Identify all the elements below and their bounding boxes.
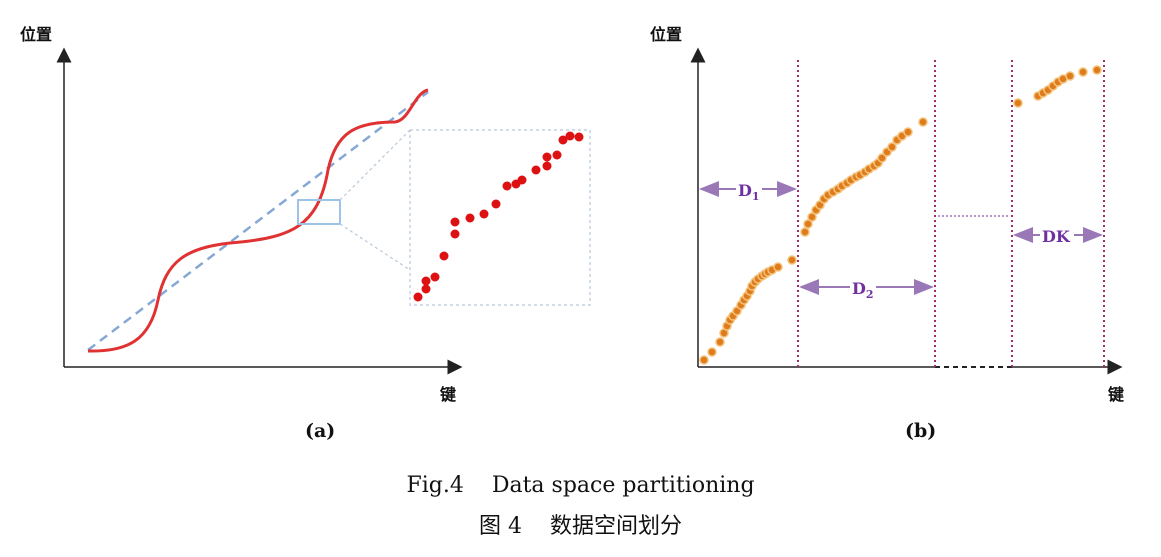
cdf-curve: [87, 88, 429, 353]
inset-data-point: [502, 181, 512, 191]
panel-b-y-label: 位置: [650, 25, 682, 44]
dk-label: DK: [1042, 227, 1071, 246]
partition-data-point: [1092, 65, 1102, 75]
partition-data-point: [807, 212, 817, 222]
inset-data-point: [517, 175, 527, 185]
partition-data-point: [787, 255, 797, 265]
inset-data-point: [450, 217, 460, 227]
inset-data-point: [421, 284, 431, 294]
inset-data-point: [565, 131, 575, 141]
panel-b-x-label: 键: [1107, 385, 1124, 404]
inset-data-point: [421, 276, 431, 286]
partition-data-point: [800, 227, 810, 237]
inset-points: [413, 131, 584, 302]
caption-fig-number-zh: 图 4: [479, 514, 522, 539]
partition-data-point: [699, 355, 709, 365]
zoom-box: [297, 199, 341, 225]
partition-data-point: [877, 153, 887, 163]
diagonal-line: [87, 91, 429, 351]
partition-data-point: [887, 142, 897, 152]
partition-data-point: [918, 117, 928, 127]
zoom-inset: [409, 129, 591, 306]
inset-data-point: [552, 150, 562, 160]
inset-data-point: [531, 165, 541, 175]
panel-b-label: (b): [905, 420, 936, 442]
panel-b: 位置 键 D1 D2 DK (b): [650, 25, 1124, 442]
panel-a-x-label: 键: [439, 385, 456, 404]
partition-data-point: [1013, 98, 1023, 108]
inset-data-point: [439, 251, 449, 261]
inset-data-point: [413, 292, 423, 302]
panel-a-label: (a): [305, 420, 335, 442]
inset-data-point: [479, 209, 489, 219]
d1-label: D1: [738, 181, 760, 203]
partition-data-point: [1065, 71, 1075, 81]
partition-points: [699, 65, 1102, 365]
panel-a: 位置 键 (a): [20, 25, 591, 442]
d2-label: D2: [852, 279, 874, 301]
partition-data-point: [1078, 67, 1088, 77]
partition-data-point: [773, 262, 783, 272]
panel-a-y-label: 位置: [20, 25, 52, 44]
partition-data-point: [707, 347, 717, 357]
zoom-line-bottom: [339, 223, 411, 271]
inset-data-point: [465, 213, 475, 223]
inset-data-point: [574, 132, 584, 142]
inset-data-point: [558, 135, 568, 145]
caption-title-zh: 数据空间划分: [549, 514, 682, 539]
inset-data-point: [491, 199, 501, 209]
partition-data-point: [803, 219, 813, 229]
caption-fig-number-en: Fig.4: [406, 473, 464, 498]
zoom-line-top: [339, 129, 411, 201]
partition-data-point: [903, 127, 913, 137]
caption-english: Fig.4 Data space partitioning: [0, 473, 1161, 498]
inset-data-point: [430, 272, 440, 282]
inset-data-point: [450, 229, 460, 239]
caption-chinese: 图 4 数据空间划分: [0, 508, 1161, 540]
inset-data-point: [542, 161, 552, 171]
inset-data-point: [542, 152, 552, 162]
caption-title-en: Data space partitioning: [491, 473, 755, 498]
partition-data-point: [715, 337, 725, 347]
